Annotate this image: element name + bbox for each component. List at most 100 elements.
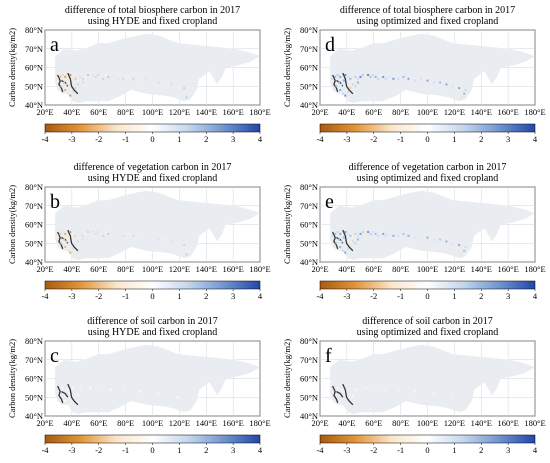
data-point <box>338 81 340 84</box>
colorbar-tick-label: 0 <box>425 291 429 301</box>
data-point <box>343 236 345 239</box>
y-tick-label: 60°N <box>25 374 43 384</box>
data-point <box>71 90 74 93</box>
data-point <box>122 234 125 237</box>
data-point <box>464 246 467 248</box>
data-point <box>336 74 339 76</box>
data-point <box>426 79 429 82</box>
colorbar-tick-label: 4 <box>533 291 538 301</box>
y-tick-label: 70°N <box>300 44 318 54</box>
data-point <box>59 75 62 78</box>
data-point <box>432 238 435 241</box>
data-point <box>145 77 148 80</box>
data-point <box>157 238 160 241</box>
data-point <box>392 234 395 237</box>
x-tick-label: 80°E <box>117 107 134 117</box>
data-point <box>340 240 343 243</box>
x-tick-label: 180°E <box>524 418 545 428</box>
data-point <box>185 96 188 99</box>
data-point <box>384 234 387 237</box>
colorbar-tick-label: -3 <box>68 291 75 301</box>
colorbar-tick-label: 2 <box>204 445 208 455</box>
data-point <box>346 75 349 78</box>
x-tick-label: 80°E <box>117 418 134 428</box>
data-point <box>59 232 62 235</box>
data-point <box>413 390 416 393</box>
data-point <box>107 75 110 78</box>
x-tick-label: 60°E <box>90 264 107 274</box>
data-point <box>340 83 343 86</box>
land-mass <box>55 33 260 104</box>
data-point <box>372 231 375 233</box>
y-tick-label: 60°N <box>25 220 43 230</box>
x-tick-label: 40°E <box>63 418 80 428</box>
data-point <box>413 79 416 82</box>
data-point <box>66 92 69 95</box>
data-point <box>74 234 77 237</box>
data-point <box>94 75 97 78</box>
y-tick-label: 70°N <box>25 355 43 365</box>
data-point <box>338 238 340 241</box>
x-tick-label: 60°E <box>90 418 107 428</box>
panel-b: difference of vegetation carbon in 2017u… <box>7 162 271 301</box>
data-point <box>79 388 82 391</box>
x-tick-label: 20°E <box>36 418 53 428</box>
panel-subtitle: using optimized and fixed cropland <box>357 327 499 338</box>
data-point <box>374 232 377 235</box>
data-point <box>346 386 349 389</box>
data-point <box>69 251 72 254</box>
data-point <box>351 240 354 243</box>
colorbar-tick-label: 0 <box>150 134 154 144</box>
data-point <box>107 232 110 235</box>
data-point <box>341 249 344 252</box>
panel-letter: a <box>50 34 59 56</box>
y-tick-label: 70°N <box>25 44 43 54</box>
y-tick-label: 50°N <box>300 238 318 248</box>
data-point <box>87 231 89 233</box>
data-point <box>68 79 70 82</box>
data-point <box>170 83 173 86</box>
data-point <box>64 75 67 78</box>
data-point <box>349 234 352 237</box>
colorbar <box>319 280 536 290</box>
colorbar-tick-label: -3 <box>343 445 350 455</box>
data-point <box>349 244 352 247</box>
river-line <box>332 231 339 250</box>
data-point <box>145 234 148 237</box>
colorbar-tick-label: -1 <box>397 291 404 301</box>
data-point <box>64 246 67 248</box>
data-point <box>65 240 68 243</box>
x-tick-label: 140°E <box>196 418 217 428</box>
colorbar-tick-label: 1 <box>177 445 181 455</box>
data-point <box>339 75 342 78</box>
river-line <box>57 385 64 404</box>
y-tick-label: 80°N <box>300 25 318 35</box>
y-tick-label: 60°N <box>25 63 43 73</box>
colorbar-tick-label: -2 <box>95 445 102 455</box>
data-point <box>122 388 125 391</box>
data-point <box>388 232 391 235</box>
colorbar-tick-label: -3 <box>343 291 350 301</box>
river-line <box>332 74 339 93</box>
data-point <box>364 232 367 235</box>
colorbar-tick-label: 3 <box>231 445 235 455</box>
data-point <box>71 75 74 78</box>
x-tick-label: 160°E <box>222 107 243 117</box>
colorbar-tick-label: -1 <box>122 134 129 144</box>
colorbar-tick-label: 1 <box>452 291 456 301</box>
data-point <box>188 92 191 95</box>
data-point <box>69 74 72 76</box>
x-tick-label: 180°E <box>249 418 270 428</box>
x-tick-label: 40°E <box>63 107 80 117</box>
colorbar-tick-label: 3 <box>506 134 510 144</box>
y-tick-label: 40°N <box>25 257 43 267</box>
land-mass <box>330 344 535 415</box>
colorbar-tick-label: -4 <box>316 134 324 144</box>
data-point <box>63 238 65 241</box>
panel-a: difference of total biosphere carbon in … <box>7 5 271 144</box>
x-tick-label: 120°E <box>444 264 465 274</box>
data-point <box>99 386 102 389</box>
data-point <box>343 79 345 82</box>
